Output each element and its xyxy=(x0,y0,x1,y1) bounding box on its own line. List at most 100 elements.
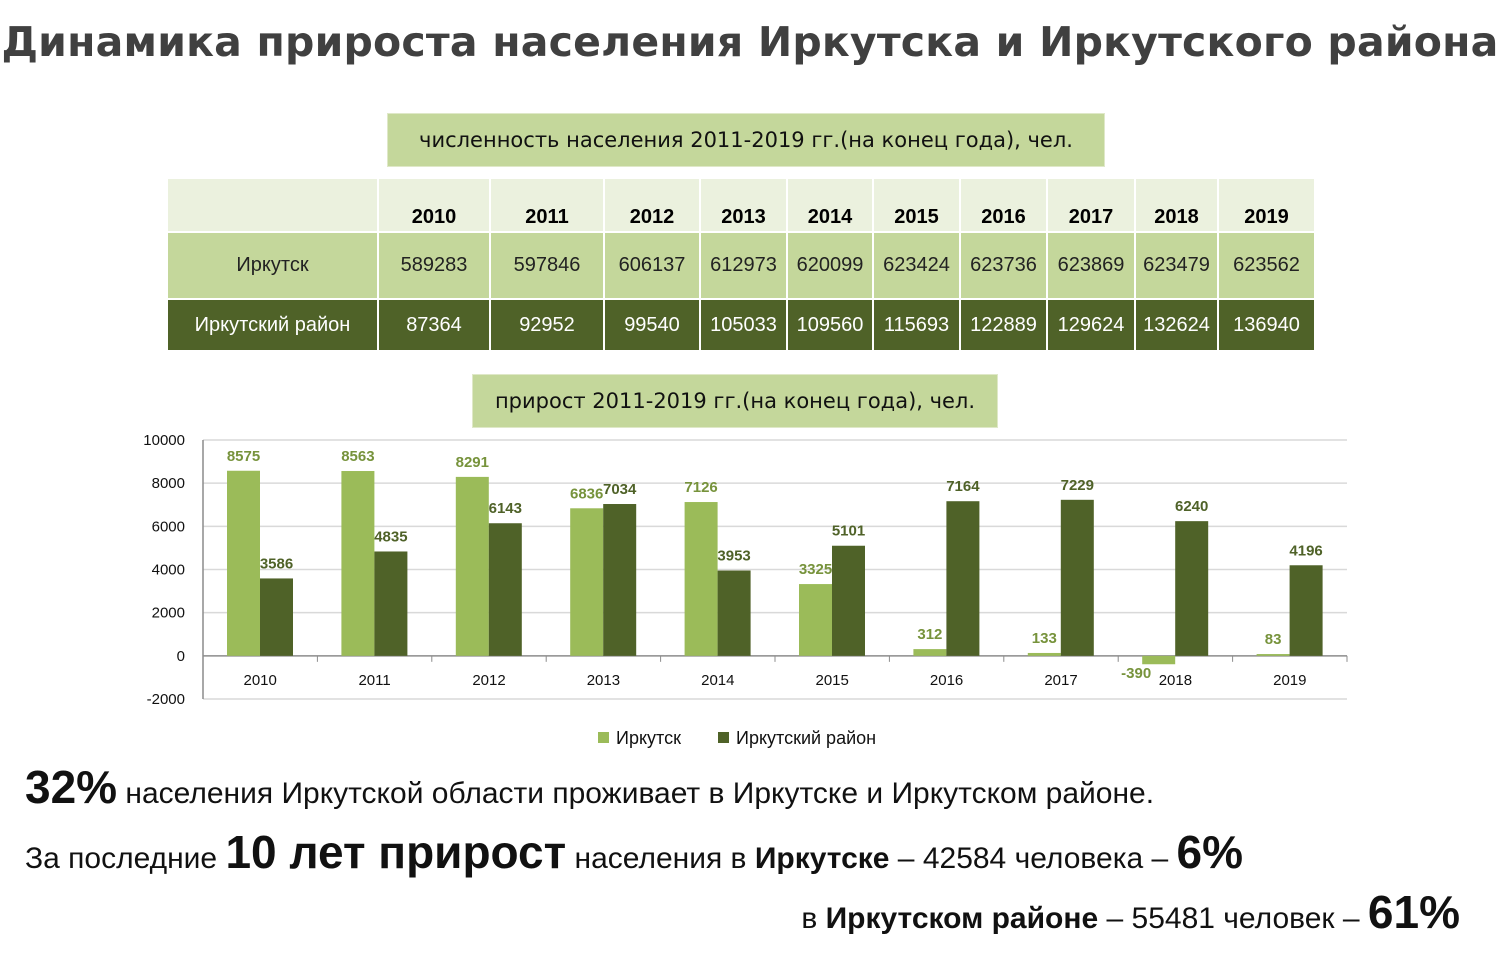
footer-text: – 42584 человека – xyxy=(889,842,1177,875)
footer-line-1: 32% населения Иркутской области проживае… xyxy=(25,760,1154,814)
cell: 122889 xyxy=(959,298,1048,352)
data-label: 8291 xyxy=(456,454,489,471)
bar-district xyxy=(260,578,293,656)
bar-irkutsk xyxy=(227,470,260,656)
page-title: Динамика прироста населения Иркутска и И… xyxy=(1,18,1499,66)
cell: 612973 xyxy=(699,231,788,300)
data-label: 6143 xyxy=(489,500,522,517)
data-label: 7034 xyxy=(603,481,637,498)
cell: 92952 xyxy=(489,298,605,352)
bar-district xyxy=(946,501,980,656)
bar-irkutsk xyxy=(1256,654,1290,656)
header-year: 2012 xyxy=(603,177,701,233)
chart-caption: прирост 2011-2019 гг.(на конец года), че… xyxy=(472,374,998,428)
row-label: Иркутский район xyxy=(166,298,379,352)
data-label: 312 xyxy=(917,626,942,643)
x-tick-label: 2016 xyxy=(930,672,963,689)
bar-district xyxy=(488,523,522,656)
table-row-irkutsk-district: Иркутский район 87364 92952 99540 105033… xyxy=(166,298,1316,352)
header-year: 2011 xyxy=(489,177,605,233)
header-year: 2016 xyxy=(959,177,1048,233)
data-label: 83 xyxy=(1265,631,1282,648)
x-tick-label: 2014 xyxy=(701,672,734,689)
bar-district xyxy=(1060,499,1094,656)
x-tick-label: 2017 xyxy=(1044,672,1077,689)
header-empty-cell xyxy=(166,177,379,233)
footer-text: населения Иркутской области проживает в … xyxy=(117,777,1155,810)
footer-text: в xyxy=(801,902,826,935)
x-tick-label: 2012 xyxy=(472,672,505,689)
bar-irkutsk xyxy=(455,476,489,656)
bar-irkutsk xyxy=(341,471,375,656)
y-tick-label: 8000 xyxy=(152,475,185,492)
legend-label: Иркутск xyxy=(616,728,681,748)
footer-emphasis: Иркутском районе xyxy=(825,902,1099,935)
footer-emphasis: Иркутске xyxy=(754,842,890,875)
cell: 620099 xyxy=(786,231,874,300)
cell: 597846 xyxy=(489,231,605,300)
footer-emphasis: 10 лет прирост xyxy=(225,826,567,878)
data-label: 6836 xyxy=(570,485,603,502)
population-table: 2010 2011 2012 2013 2014 2015 2016 2017 … xyxy=(166,177,1316,352)
x-tick-label: 2018 xyxy=(1159,672,1192,689)
x-tick-label: 2010 xyxy=(244,672,277,689)
y-tick-label: 0 xyxy=(177,648,185,665)
header-year: 2015 xyxy=(872,177,961,233)
row-label: Иркутск xyxy=(166,231,379,300)
bar-irkutsk xyxy=(1142,655,1176,665)
cell: 606137 xyxy=(603,231,701,300)
data-label: 7164 xyxy=(946,478,980,495)
cell: 105033 xyxy=(699,298,788,352)
data-label: 133 xyxy=(1032,630,1057,647)
header-year: 2010 xyxy=(377,177,491,233)
footer-text: – 55481 человек – xyxy=(1098,902,1368,935)
bar-district xyxy=(717,570,751,656)
bar-district xyxy=(1289,565,1323,656)
data-label: 4196 xyxy=(1289,542,1322,559)
legend-swatch xyxy=(598,732,609,743)
cell: 129624 xyxy=(1046,298,1136,352)
cell: 623424 xyxy=(872,231,961,300)
x-tick-label: 2013 xyxy=(587,672,620,689)
bar-district xyxy=(374,551,408,656)
cell: 623479 xyxy=(1134,231,1219,300)
data-label: 7229 xyxy=(1061,477,1094,494)
bar-irkutsk xyxy=(913,649,947,656)
data-label: 6240 xyxy=(1175,498,1208,515)
bar-district xyxy=(832,545,865,656)
header-year: 2019 xyxy=(1217,177,1316,233)
data-label: 8563 xyxy=(341,448,374,465)
y-tick-label: 4000 xyxy=(152,562,185,579)
cell: 115693 xyxy=(872,298,961,352)
bar-irkutsk xyxy=(570,508,604,656)
y-tick-label: -2000 xyxy=(147,691,185,708)
data-label: 3325 xyxy=(799,561,832,578)
data-label: 3586 xyxy=(260,555,293,572)
bar-irkutsk xyxy=(1027,652,1061,656)
cell: 589283 xyxy=(377,231,491,300)
data-label: 8575 xyxy=(227,448,260,465)
legend-label: Иркутский район xyxy=(736,728,876,748)
footer-line-2: За последние 10 лет прирост населения в … xyxy=(25,825,1243,879)
y-tick-label: 2000 xyxy=(152,605,185,622)
header-year: 2013 xyxy=(699,177,788,233)
bar-irkutsk xyxy=(799,584,832,656)
legend-swatch xyxy=(718,732,729,743)
cell: 136940 xyxy=(1217,298,1316,352)
header-year: 2017 xyxy=(1046,177,1136,233)
data-label: -390 xyxy=(1121,665,1151,682)
table-caption: численность населения 2011-2019 гг.(на к… xyxy=(387,113,1105,167)
x-tick-label: 2015 xyxy=(816,672,849,689)
footer-emphasis: 6% xyxy=(1176,826,1244,878)
table-header-row: 2010 2011 2012 2013 2014 2015 2016 2017 … xyxy=(166,177,1316,233)
cell: 623736 xyxy=(959,231,1048,300)
cell: 99540 xyxy=(603,298,701,352)
bar-district xyxy=(1175,521,1209,656)
share-percent: 32% xyxy=(25,761,118,813)
data-label: 7126 xyxy=(684,479,717,496)
footer-line-3: в Иркутском районе – 55481 человек – 61% xyxy=(801,885,1460,939)
table-row-irkutsk: Иркутск 589283 597846 606137 612973 6200… xyxy=(166,231,1316,300)
x-tick-label: 2019 xyxy=(1273,672,1306,689)
header-year: 2018 xyxy=(1134,177,1219,233)
